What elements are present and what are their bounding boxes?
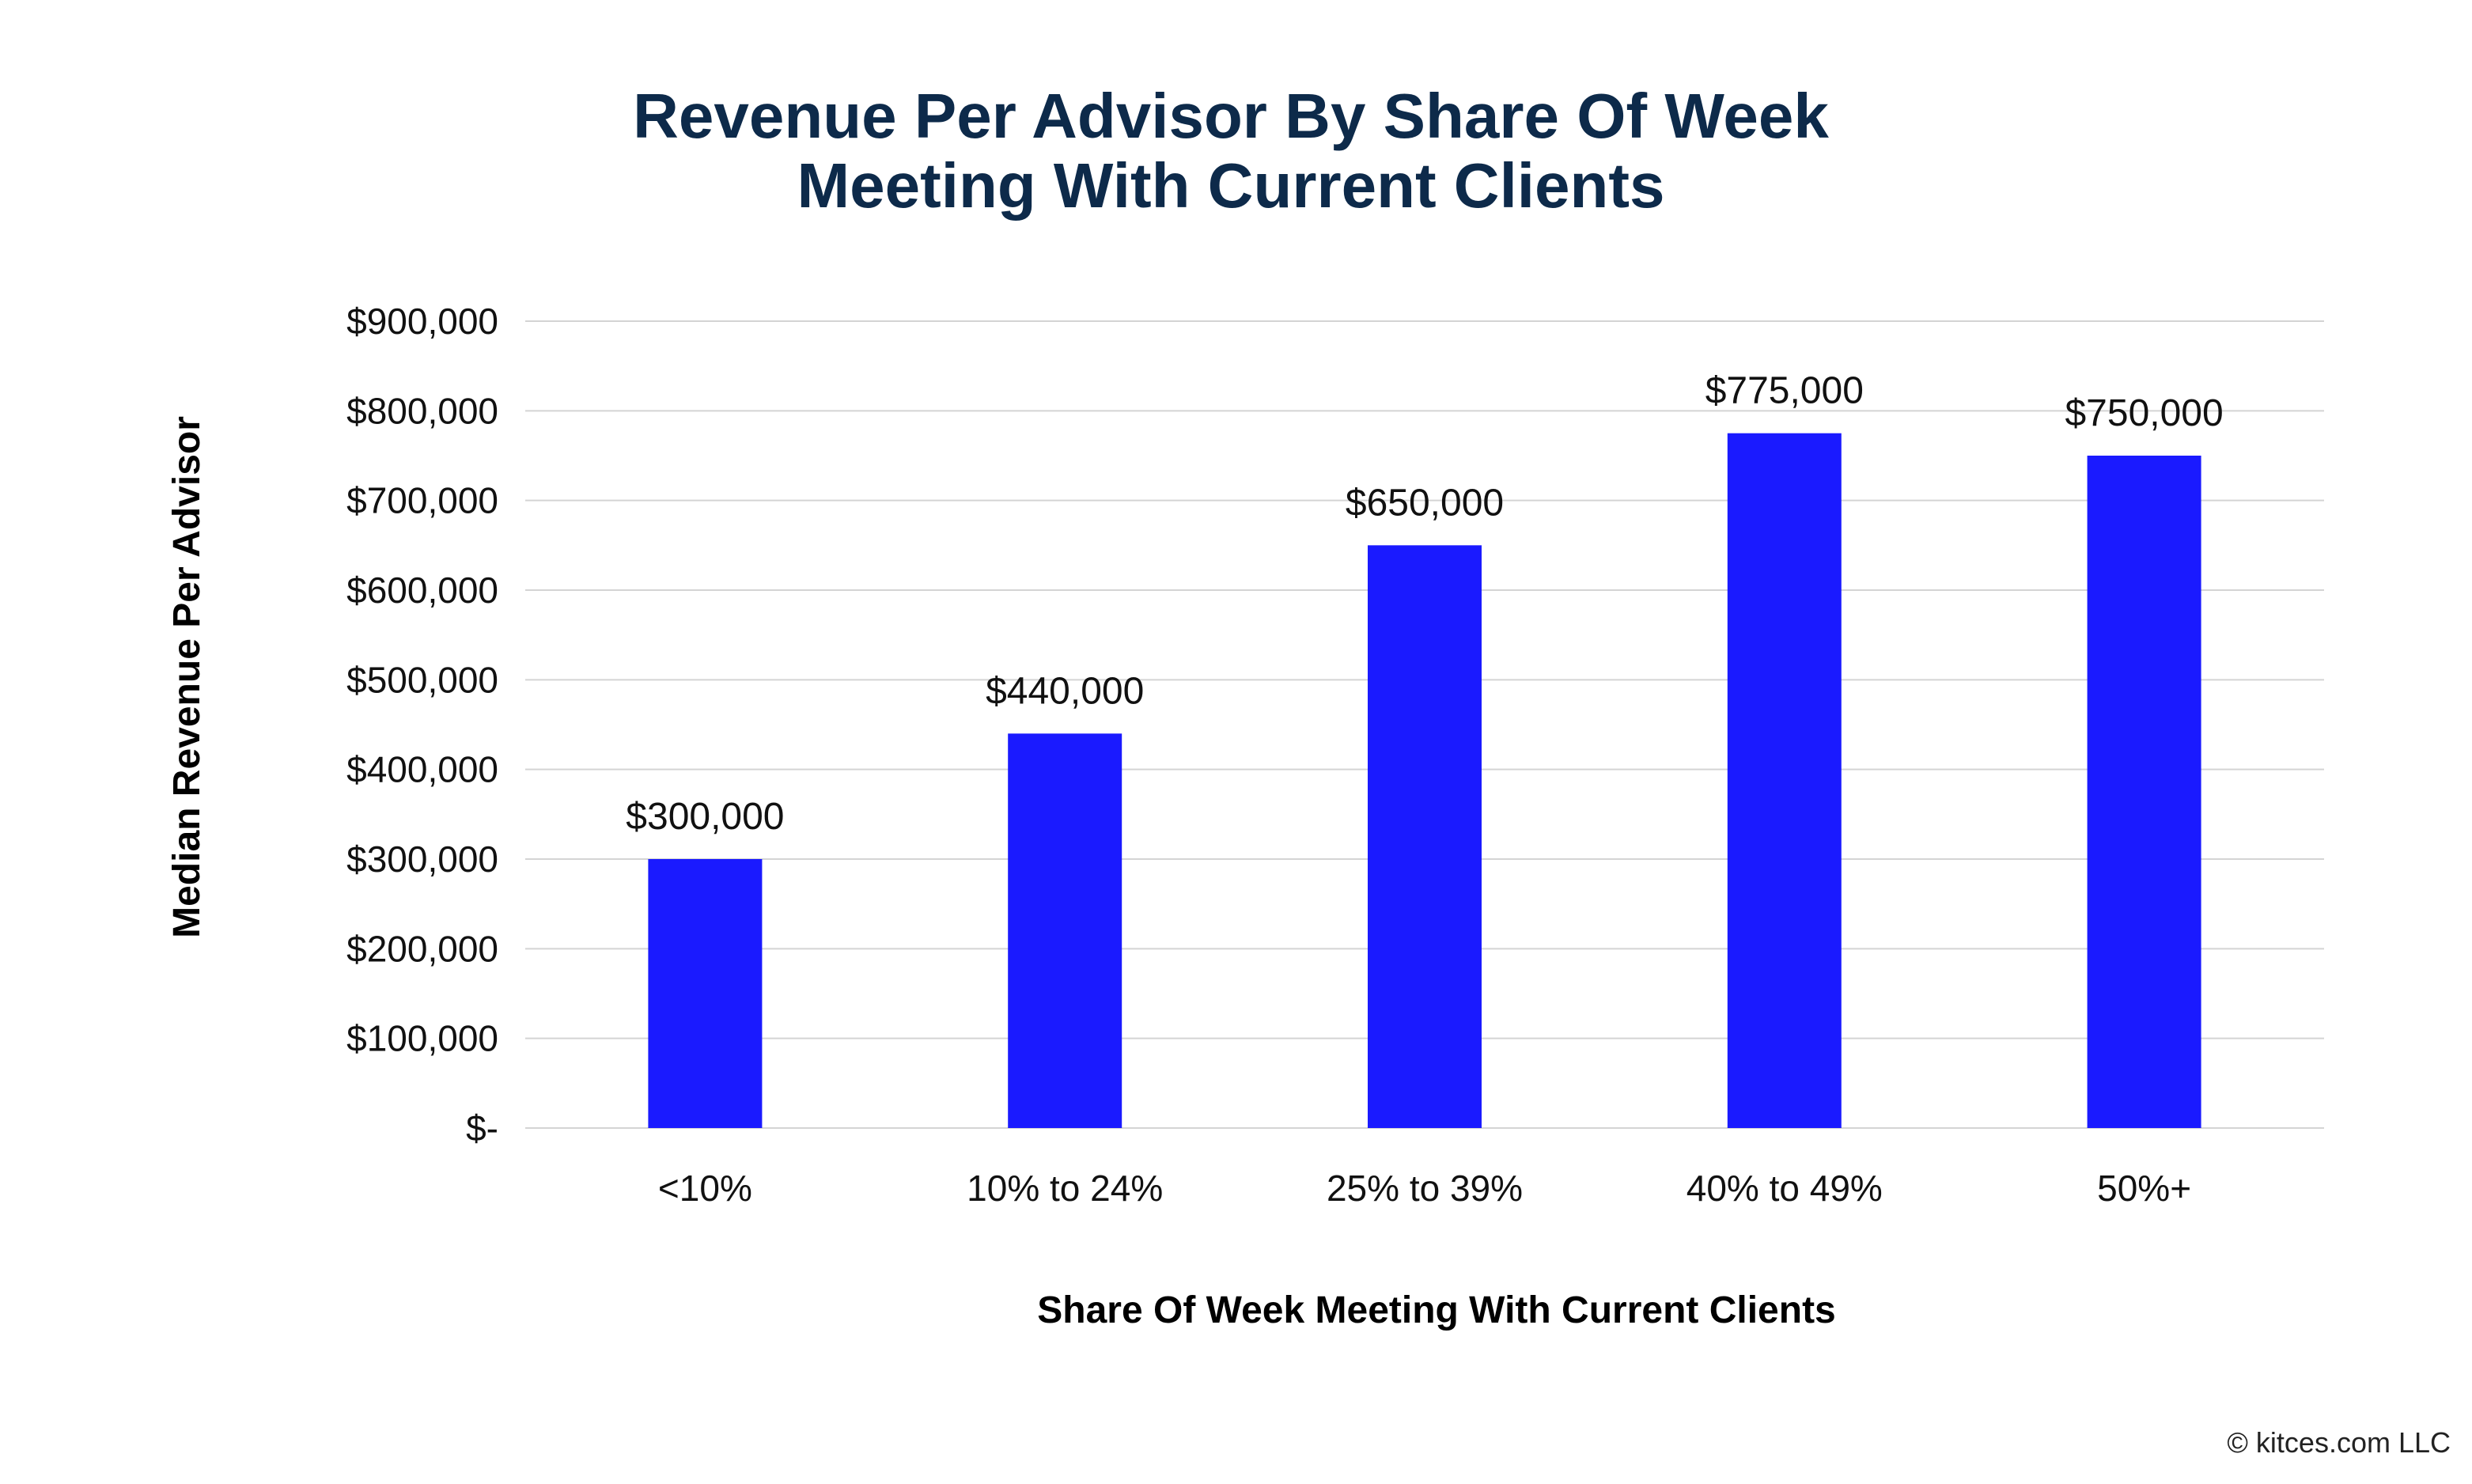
x-tick-label: <10% [658,1168,752,1209]
bar [648,859,763,1128]
y-tick-label: $700,000 [346,480,498,521]
chart-title-line-1: Revenue Per Advisor By Share Of Week [633,81,1829,151]
data-label: $750,000 [2065,392,2223,434]
bar [1008,733,1122,1128]
y-tick-label: $800,000 [346,390,498,431]
bar [2087,456,2201,1128]
y-tick-label: $500,000 [346,659,498,700]
y-tick-label: $900,000 [346,301,498,342]
x-tick-label: 40% to 49% [1686,1168,1883,1209]
data-label: $650,000 [1346,482,1504,524]
bars: $300,000 $440,000 $650,000 $775,000 $750,000 [626,370,2224,1128]
y-tick-label: $200,000 [346,928,498,969]
data-label: $440,000 [986,670,1144,712]
chart-title-line-2: Meeting With Current Clients [797,150,1664,221]
x-tick-label: 10% to 24% [967,1168,1163,1209]
x-tick-label: 50%+ [2097,1168,2191,1209]
y-tick-label: $- [466,1107,498,1149]
y-tick-label: $300,000 [346,839,498,880]
copyright-credit: © kitces.com LLC [2227,1426,2451,1459]
x-axis-ticks: <10% 10% to 24% 25% to 39% 40% to 49% 50%+ [658,1168,2191,1209]
bar [1727,433,1842,1128]
y-tick-label: $100,000 [346,1018,498,1059]
y-tick-label: $600,000 [346,570,498,611]
y-tick-label: $400,000 [346,749,498,790]
y-axis-title: Median Revenue Per Advisor [166,416,208,938]
x-axis-title: Share Of Week Meeting With Current Clien… [1037,1289,1836,1331]
data-label: $775,000 [1705,370,1864,412]
y-axis-ticks: $- $100,000 $200,000 $300,000 $400,000 $500,0… [346,301,498,1149]
bar [1368,545,1482,1128]
x-tick-label: 25% to 39% [1327,1168,1523,1209]
data-label: $300,000 [626,796,784,838]
